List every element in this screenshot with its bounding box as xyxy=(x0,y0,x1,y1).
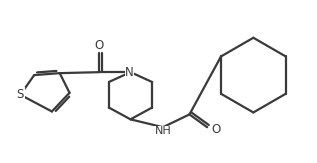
Text: N: N xyxy=(125,66,134,79)
Text: NH: NH xyxy=(155,126,171,136)
Text: O: O xyxy=(94,38,104,52)
Text: S: S xyxy=(17,88,24,101)
Text: O: O xyxy=(211,123,220,136)
